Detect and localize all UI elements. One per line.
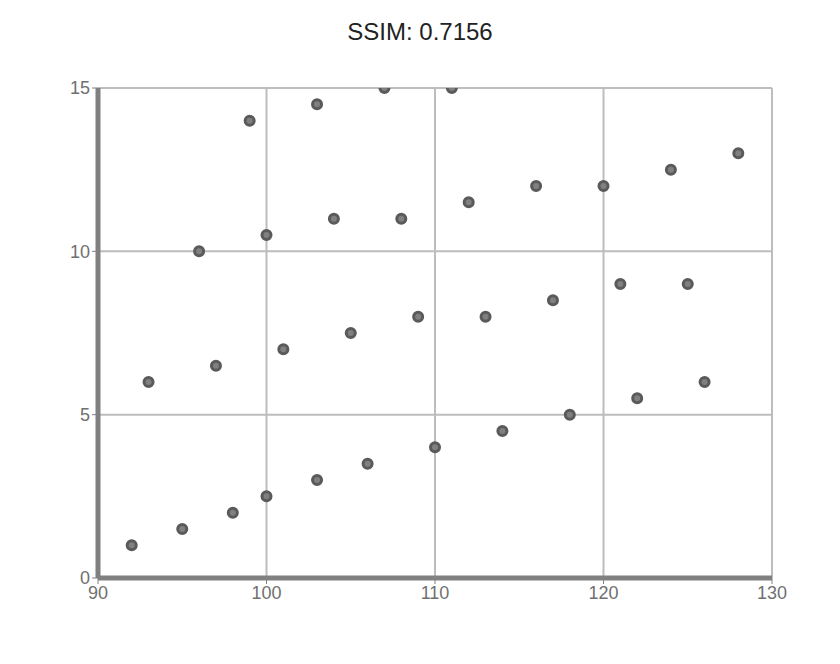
- html-text:SSIM: 0.7156: SSIM: 0.7156: [347, 18, 493, 45]
- svg-text:15: 15: [70, 78, 90, 98]
- svg-text:110: 110: [421, 583, 450, 603]
- svg-text:100: 100: [251, 583, 281, 603]
- svg-text:90: 90: [88, 583, 108, 603]
- svg-text:130: 130: [757, 583, 787, 603]
- svg-text:10: 10: [70, 242, 90, 262]
- svg-text:0: 0: [80, 568, 90, 588]
- svg-text:5: 5: [80, 405, 90, 425]
- svg-text:120: 120: [588, 583, 618, 603]
